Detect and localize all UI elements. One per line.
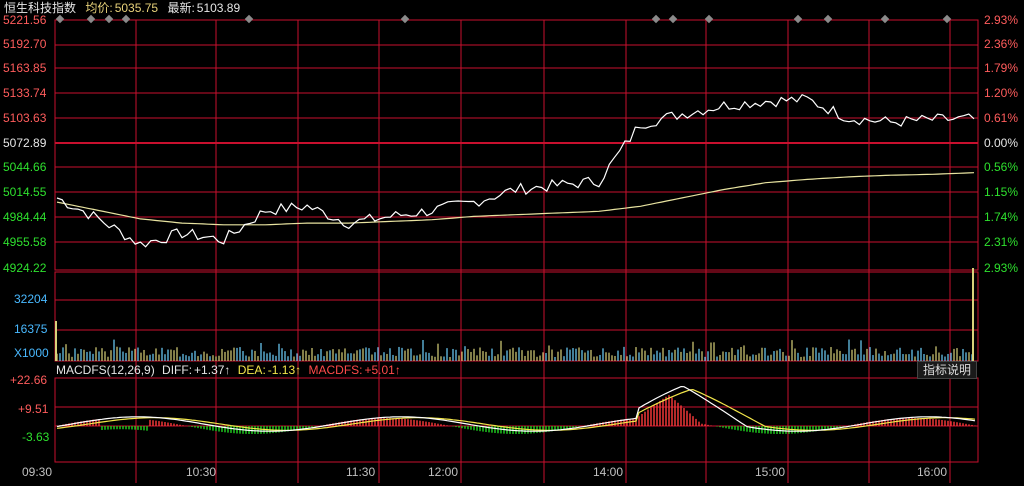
avg-price-value: 5035.75 bbox=[114, 1, 159, 15]
time-label-1130: 11:30 bbox=[346, 465, 376, 479]
last-price-label: 最新: bbox=[167, 1, 195, 15]
volume-tick-1: 16375 bbox=[14, 322, 48, 336]
time-label-0930: 09:30 bbox=[22, 465, 53, 479]
pct-tick-8: 1.74% bbox=[983, 210, 1018, 224]
pct-tick-10: 2.93% bbox=[983, 261, 1018, 275]
pct-tick-2: 1.79% bbox=[983, 61, 1018, 75]
price-tick-4: 5103.63 bbox=[3, 111, 47, 125]
macd-diff-label: DIFF: bbox=[162, 363, 193, 377]
macd-title: MACDFS(12,26,9) bbox=[56, 363, 155, 377]
price-tick-2: 5163.85 bbox=[3, 61, 47, 75]
time-label-1200: 12:00 bbox=[428, 465, 459, 479]
price-tick-10: 4924.22 bbox=[3, 261, 47, 275]
time-label-1400: 14:00 bbox=[593, 465, 624, 479]
volume-tick-0: 32204 bbox=[14, 292, 48, 306]
macd-diff-value: +1.37↑ bbox=[194, 363, 231, 377]
pct-tick-5: 0.00% bbox=[983, 136, 1018, 150]
volume-panel-frame bbox=[54, 271, 979, 362]
dea-line bbox=[56, 388, 976, 431]
price-tick-6: 5044.66 bbox=[3, 160, 47, 174]
price-tick-0: 5221.56 bbox=[3, 13, 47, 27]
volume-unit: X1000 bbox=[14, 346, 49, 360]
pct-tick-7: 1.15% bbox=[983, 185, 1018, 199]
price-tick-8: 4984.44 bbox=[3, 210, 47, 224]
price-tick-5: 5072.89 bbox=[3, 136, 47, 150]
pct-tick-6: 0.56% bbox=[983, 160, 1018, 174]
indicator-explain-button[interactable]: 指标说明 bbox=[917, 361, 977, 379]
pct-tick-1: 2.36% bbox=[983, 37, 1018, 51]
price-tick-9: 4955.58 bbox=[3, 235, 47, 249]
macd-dea-value: -1.13↑ bbox=[267, 363, 302, 377]
macd-tick-0: +22.66 bbox=[10, 373, 48, 387]
price-tick-3: 5133.74 bbox=[3, 86, 47, 100]
time-label-1600: 16:00 bbox=[917, 465, 948, 479]
price-panel-frame bbox=[54, 19, 979, 271]
price-tick-7: 5014.55 bbox=[3, 185, 47, 199]
macd-tick-2: -3.63 bbox=[22, 430, 50, 444]
macdfs-value: +5.01↑ bbox=[364, 363, 401, 377]
macd-tick-1: +9.51 bbox=[18, 402, 49, 416]
avg-price-line bbox=[56, 172, 975, 226]
chart-header: 恒生科技指数 均价: 5035.75 最新: 5103.89 bbox=[4, 0, 246, 16]
pct-tick-3: 1.20% bbox=[983, 86, 1018, 100]
pct-tick-9: 2.31% bbox=[983, 235, 1018, 249]
pct-tick-4: 0.61% bbox=[983, 111, 1018, 125]
macdfs-label: MACDFS: bbox=[308, 363, 363, 377]
pct-tick-0: 2.93% bbox=[983, 13, 1018, 27]
diff-line bbox=[56, 385, 976, 432]
macd-panel-frame bbox=[54, 377, 979, 463]
macd-header: MACDFS(12,26,9) DIFF: +1.37↑ DEA: -1.13↑ M… bbox=[56, 362, 405, 378]
time-label-1500: 15:00 bbox=[755, 465, 786, 479]
last-price-value: 5103.89 bbox=[196, 1, 241, 15]
price-tick-1: 5192.70 bbox=[3, 37, 47, 51]
macd-dea-label: DEA: bbox=[237, 363, 266, 377]
price-line bbox=[56, 93, 975, 248]
index-name: 恒生科技指数 bbox=[4, 1, 77, 15]
avg-price-label: 均价: bbox=[85, 1, 113, 15]
time-label-1030: 10:30 bbox=[186, 465, 217, 479]
